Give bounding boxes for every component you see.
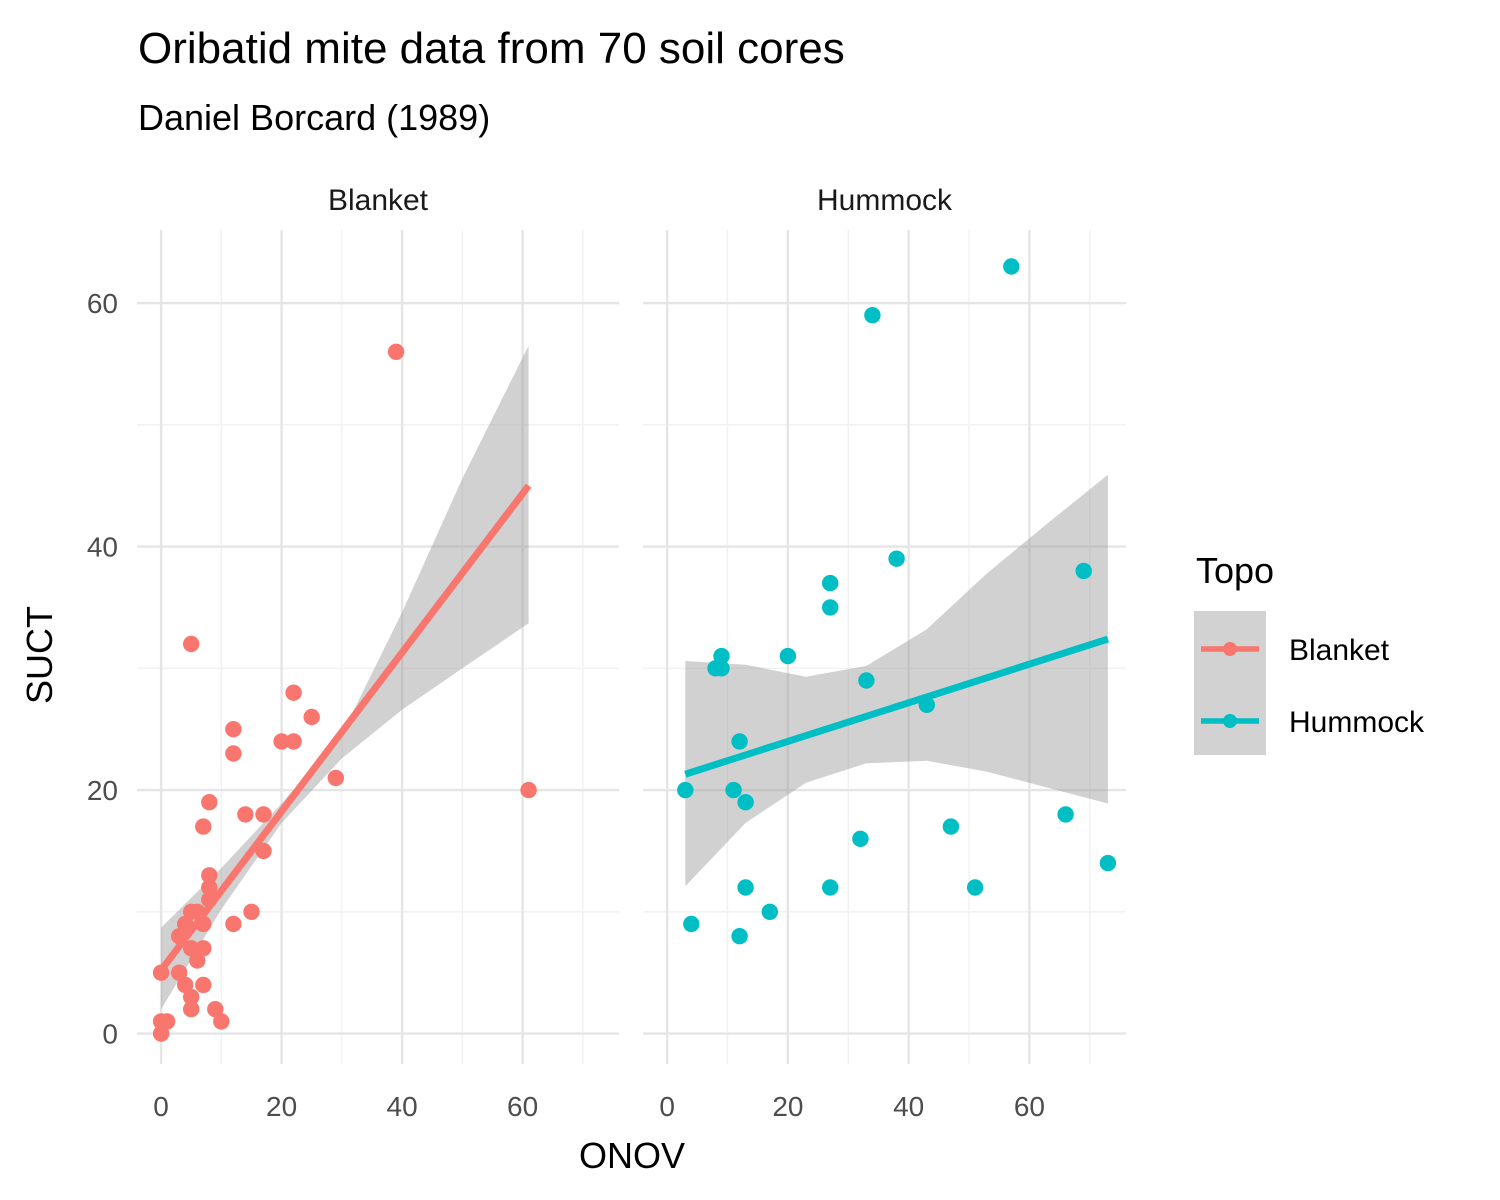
data-point-hummock: [852, 830, 869, 847]
confidence-band-blanket: [161, 345, 529, 1010]
data-point-hummock: [822, 879, 839, 896]
data-point-blanket: [183, 1001, 200, 1018]
data-point-blanket: [285, 684, 302, 701]
data-point-hummock: [731, 928, 748, 945]
data-point-hummock: [1057, 806, 1074, 823]
data-point-hummock: [942, 818, 960, 835]
legend-title: Topo: [1196, 550, 1274, 591]
data-point-hummock: [677, 781, 694, 799]
x-tick-label: 0: [659, 1091, 675, 1122]
data-point-blanket: [255, 806, 272, 823]
x-tick-label: 0: [153, 1091, 169, 1122]
data-point-hummock: [966, 879, 984, 896]
facet-label-hummock: Hummock: [817, 184, 953, 217]
legend-key-point-blanket: [1223, 642, 1237, 656]
legend-label-hummock: Hummock: [1289, 706, 1425, 739]
data-point-blanket: [303, 708, 320, 726]
x-tick-label: 60: [1014, 1091, 1045, 1122]
data-point-hummock: [888, 550, 905, 567]
data-point-hummock: [761, 903, 778, 920]
data-point-blanket: [201, 794, 218, 811]
regression-line-blanket: [158, 483, 532, 973]
data-point-hummock: [1075, 562, 1092, 580]
x-tick-label: 20: [266, 1091, 297, 1122]
data-point-blanket: [225, 915, 242, 933]
data-point-blanket: [201, 867, 218, 884]
data-point-blanket: [285, 733, 302, 750]
y-tick-label: 40: [87, 532, 118, 563]
data-point-hummock: [1003, 258, 1020, 275]
x-tick-label: 40: [893, 1091, 924, 1122]
legend: Topo Blanket Hummock: [1194, 550, 1425, 755]
data-point-blanket: [171, 964, 188, 981]
data-point-blanket: [225, 745, 242, 762]
data-point-blanket: [152, 1025, 170, 1042]
chart-title: Oribatid mite data from 70 soil cores: [138, 24, 845, 73]
data-point-blanket: [387, 343, 405, 360]
data-point-hummock: [858, 672, 875, 689]
chart-subtitle: Daniel Borcard (1989): [138, 97, 490, 138]
data-point-blanket: [195, 940, 212, 957]
regression-line-hummock: [684, 635, 1109, 778]
data-point-blanket: [273, 733, 290, 750]
data-point-hummock: [725, 781, 742, 799]
data-point-blanket: [158, 1013, 176, 1030]
y-axis-title: SUCT: [19, 606, 60, 704]
data-point-hummock: [713, 647, 730, 665]
data-point-hummock: [737, 879, 754, 896]
data-point-blanket: [327, 769, 344, 787]
y-tick-label: 0: [102, 1019, 118, 1050]
facet-label-blanket: Blanket: [328, 184, 429, 217]
data-point-hummock: [822, 574, 839, 592]
legend-key-background: [1194, 611, 1266, 755]
data-point-blanket: [183, 988, 200, 1006]
confidence-band-hummock: [685, 474, 1108, 887]
data-point-hummock: [683, 915, 700, 933]
data-point-hummock: [737, 794, 754, 811]
data-point-hummock: [779, 647, 797, 665]
data-point-hummock: [731, 733, 748, 750]
data-point-blanket: [201, 879, 218, 896]
x-tick-label: 60: [507, 1091, 538, 1122]
data-point-blanket: [225, 721, 242, 738]
y-tick-label: 20: [87, 775, 118, 806]
data-point-hummock: [822, 599, 839, 616]
data-point-blanket: [189, 952, 206, 969]
legend-key-point-hummock: [1223, 714, 1237, 728]
data-point-blanket: [195, 818, 212, 835]
data-point-blanket: [243, 903, 260, 920]
data-point-blanket: [520, 781, 537, 799]
data-point-hummock: [864, 307, 881, 324]
data-point-blanket: [237, 806, 254, 823]
x-tick-label: 40: [387, 1091, 418, 1122]
x-axis-title: ONOV: [579, 1135, 685, 1176]
legend-label-blanket: Blanket: [1289, 634, 1390, 667]
data-point-blanket: [183, 635, 200, 653]
plot-layer: 0 20 40 60 0 20 40 60 Blanket 0 20 40 60 Hummock: [87, 184, 1126, 1122]
y-tick-label: 60: [87, 288, 118, 319]
data-point-blanket: [207, 1001, 224, 1018]
data-point-blanket: [255, 842, 272, 860]
data-point-blanket: [183, 940, 200, 957]
data-point-blanket: [177, 976, 194, 994]
x-tick-label: 20: [772, 1091, 803, 1122]
data-point-hummock: [713, 660, 730, 677]
data-point-blanket: [213, 1013, 230, 1030]
data-point-hummock: [1099, 854, 1117, 872]
data-point-blanket: [195, 976, 212, 994]
